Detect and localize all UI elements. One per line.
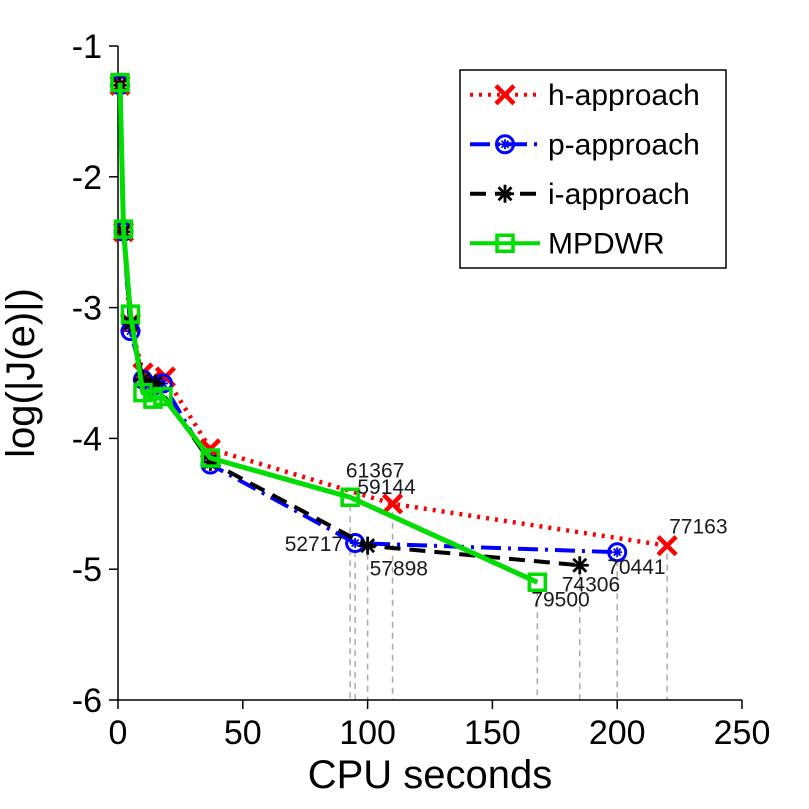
legend-label: MPDWR (548, 227, 665, 260)
point-label: 74306 (562, 573, 620, 596)
x-tick-label: 100 (339, 714, 396, 752)
square-marker (527, 572, 548, 593)
legend-label: h-approach (548, 79, 700, 112)
point-label: 70441 (607, 556, 665, 579)
point-label: 61367 (346, 459, 404, 482)
x-marker (494, 84, 516, 106)
square-marker (340, 487, 360, 508)
square-marker (113, 219, 134, 239)
point-label: 77163 (669, 516, 727, 539)
square-marker (143, 389, 163, 409)
legend-entry-i-approach: i-approach (470, 178, 690, 211)
circle-marker (607, 542, 628, 563)
square-marker (153, 386, 173, 407)
point-label: 79500 (531, 588, 589, 611)
y-axis-label: log(|J(e)|) (0, 288, 43, 458)
legend: h-approach p-approach i-approach MPDWR (459, 69, 727, 269)
axes: 0 50 100 150 200 250 -6 -5 -4 -3 -2 -1 (72, 28, 771, 752)
x-marker (656, 535, 678, 557)
x-tick-label: 50 (224, 714, 262, 752)
y-tick-label: -1 (72, 28, 102, 66)
legend-entry-h-approach: h-approach (470, 79, 700, 112)
point-label: 52717 (285, 533, 343, 556)
legend-entry-p-approach: p-approach (470, 128, 700, 161)
x-tick-label: 0 (109, 714, 128, 752)
asterisk-marker (201, 452, 220, 471)
point-label: 59144 (357, 476, 416, 499)
legend-label: p-approach (548, 128, 700, 161)
square-marker (120, 304, 141, 324)
x-tick-label: 250 (714, 714, 771, 752)
legend-entry-MPDWR: MPDWR (470, 227, 665, 260)
x-axis-label: CPU seconds (308, 753, 553, 797)
y-tick-label: -3 (72, 290, 102, 328)
square-marker (495, 233, 515, 253)
circle-marker (495, 134, 515, 155)
point-label: 57898 (370, 558, 428, 581)
y-tick-label: -6 (72, 682, 102, 720)
y-tick-label: -4 (72, 420, 102, 458)
y-tick-label: -2 (72, 159, 102, 197)
asterisk-marker (146, 374, 165, 393)
y-tick-label: -5 (72, 551, 102, 589)
series-MPDWR (110, 72, 548, 593)
asterisk-marker (570, 556, 589, 575)
square-marker (200, 448, 221, 468)
asterisk-marker (358, 536, 377, 555)
x-marker (381, 493, 404, 515)
asterisk-marker (496, 184, 514, 203)
x-tick-label: 200 (589, 714, 646, 752)
square-marker (110, 72, 130, 93)
x-tick-label: 150 (464, 714, 521, 752)
legend-label: i-approach (548, 178, 690, 211)
